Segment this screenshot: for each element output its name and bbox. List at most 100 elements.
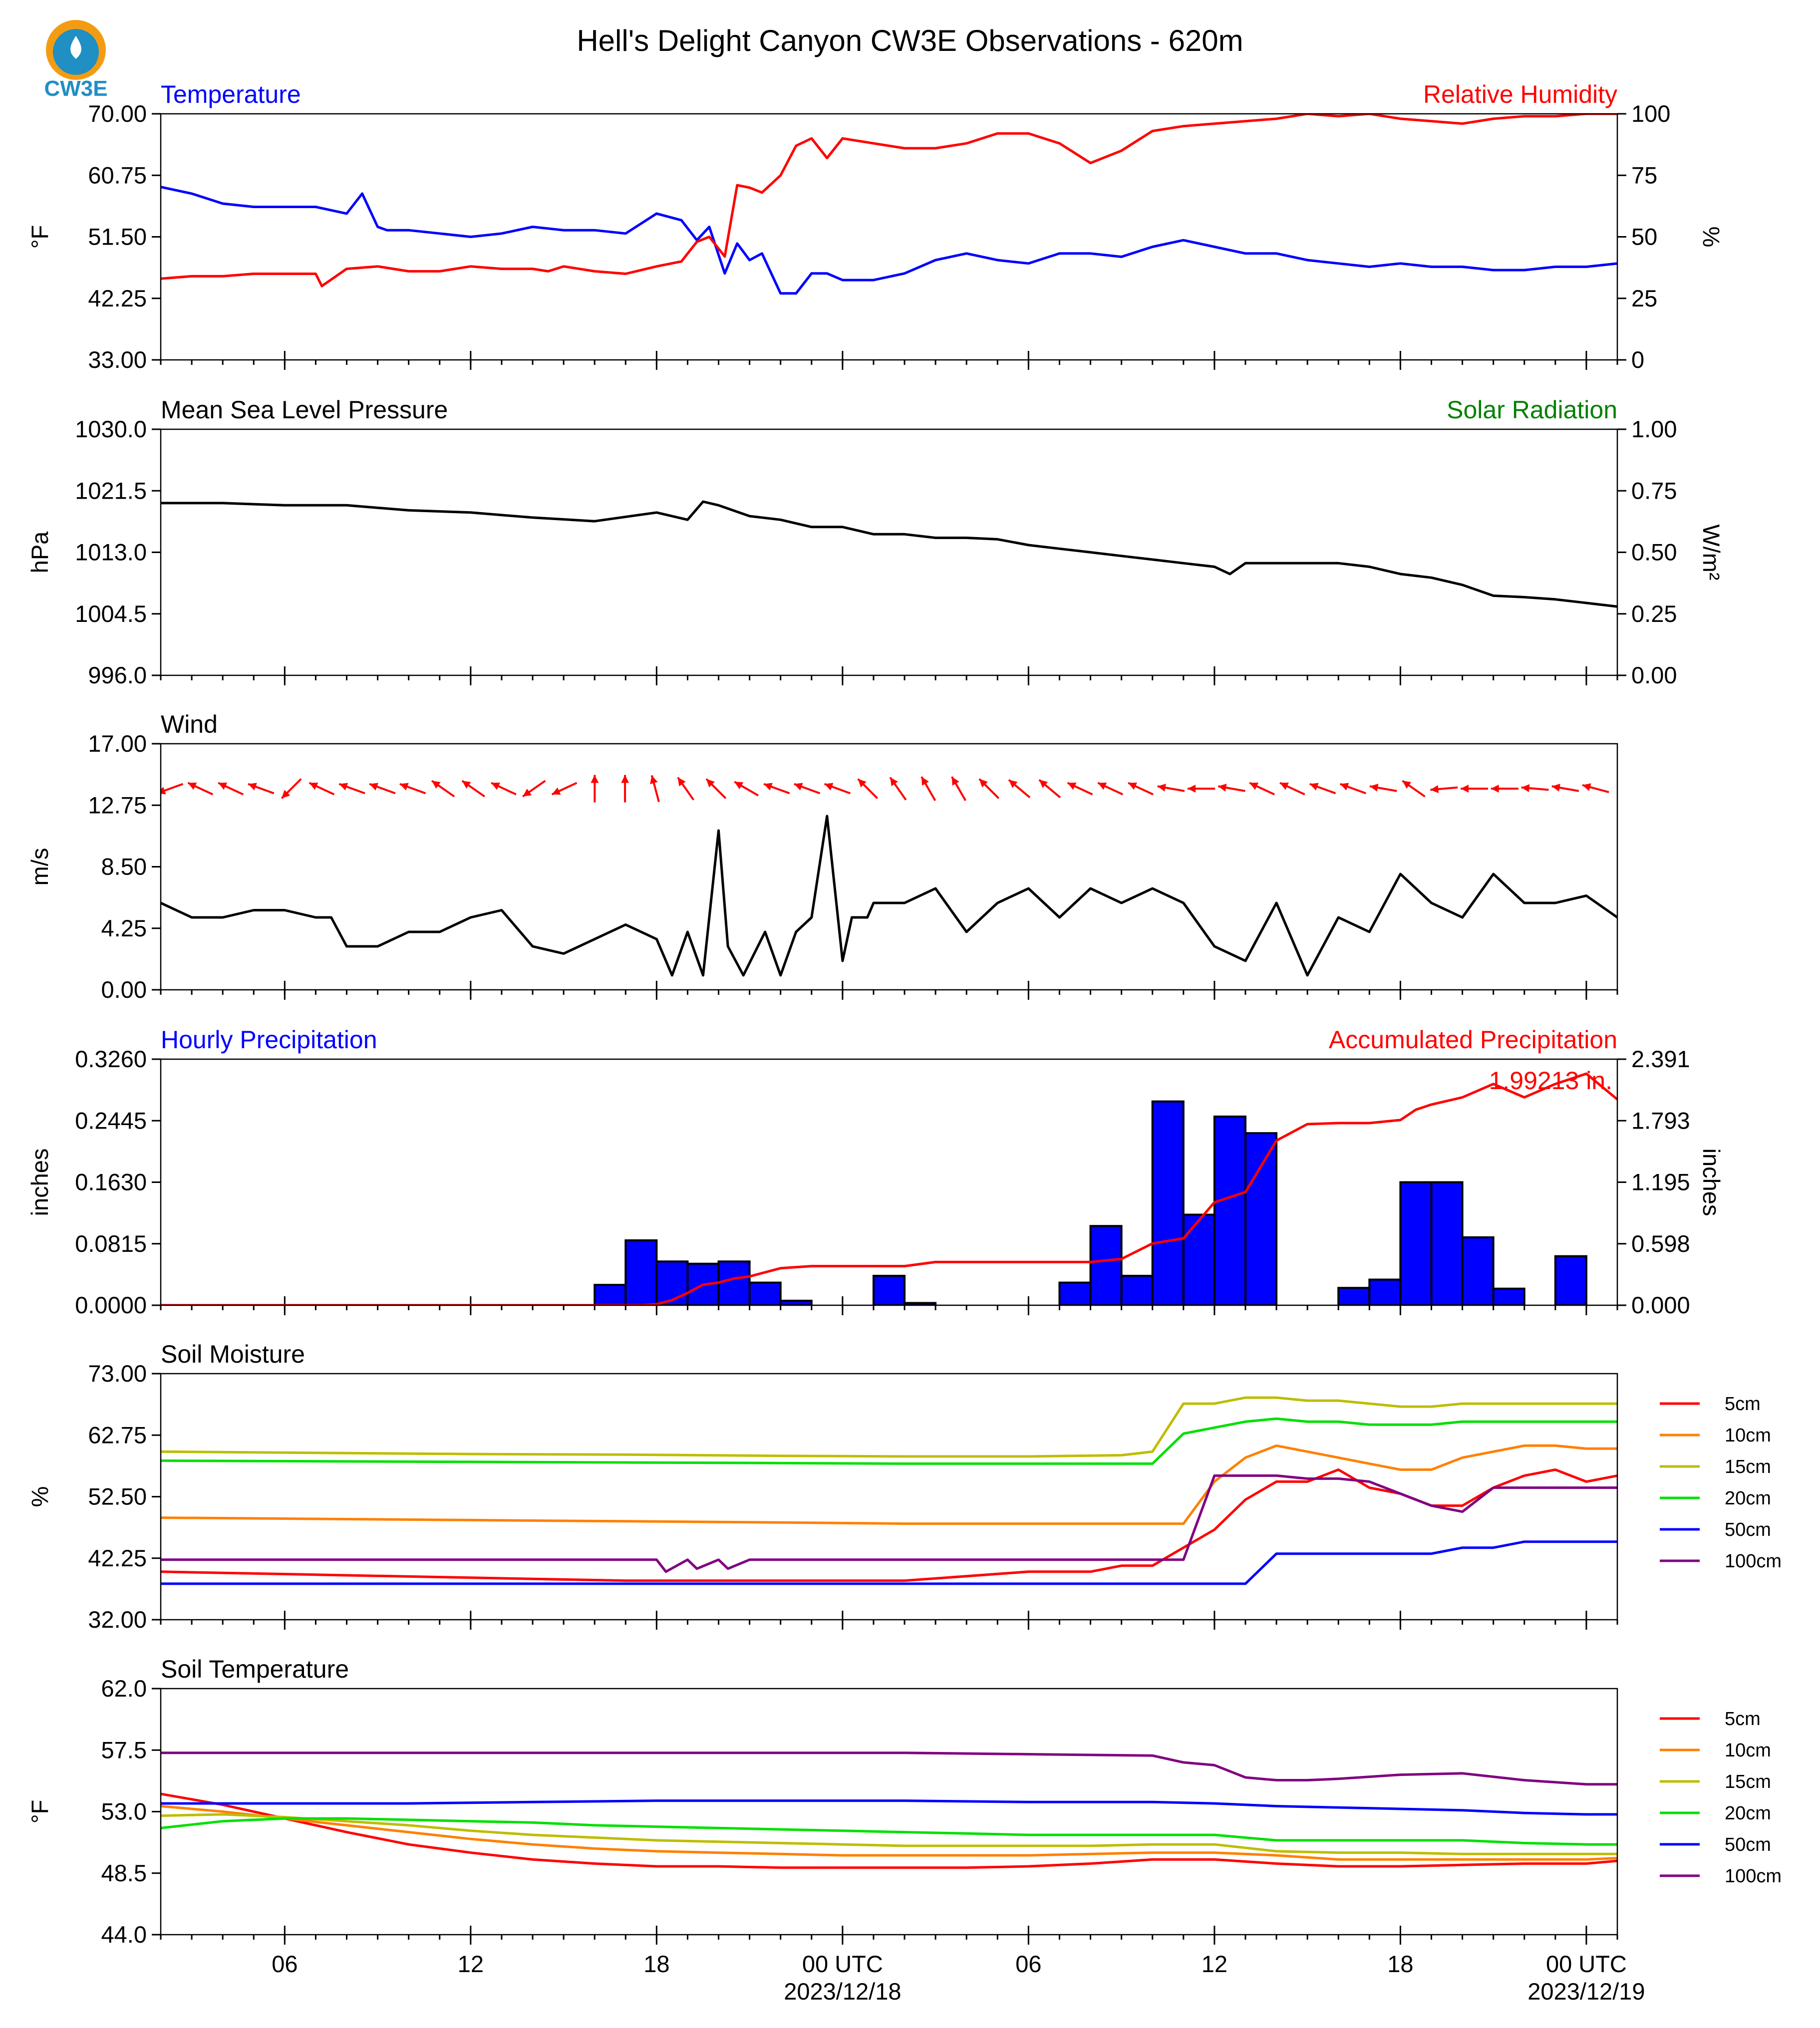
precip-bar <box>1461 1236 1495 1305</box>
precip-bar <box>1151 1100 1185 1305</box>
wind-arrow-head <box>432 781 441 789</box>
y-tick-label: 32.00 <box>88 1606 147 1633</box>
series-line-5cm <box>161 1792 1617 1869</box>
plot-area <box>161 114 1617 295</box>
wind-arrow-head <box>491 782 500 790</box>
wind-arrow <box>551 782 578 796</box>
y-tick-label-right: 0.75 <box>1631 477 1677 504</box>
panel-title-left: Soil Temperature <box>161 1655 349 1683</box>
wind-arrow-head <box>552 787 561 795</box>
wind-arrow <box>621 775 629 803</box>
y-tick-label: 1013.0 <box>75 539 147 566</box>
y-tick-label: 73.00 <box>88 1360 147 1387</box>
y-tick-label-right: 0.00 <box>1631 662 1677 688</box>
y-tick-label-right: 0.598 <box>1631 1230 1690 1257</box>
wind-arrow <box>650 775 660 803</box>
precip-bar <box>1244 1132 1278 1305</box>
legend-label: 10cm <box>1725 1740 1771 1761</box>
wind-arrow-head <box>462 781 471 789</box>
wind-arrow-head <box>1067 782 1077 790</box>
wind-arrow <box>1460 785 1488 793</box>
precip-bar <box>1554 1255 1587 1305</box>
wind-arrow-head <box>218 782 228 790</box>
series-line-20cm <box>161 1817 1617 1846</box>
plot-frame <box>160 1058 1618 1306</box>
wind-arrow-head <box>1370 784 1379 792</box>
y-tick-label: 8.50 <box>101 854 147 880</box>
y-tick-label: 51.50 <box>88 224 147 250</box>
y-tick-label-right: 2.391 <box>1631 1046 1690 1072</box>
y-tick-label: 1030.0 <box>75 416 147 442</box>
x-tick-label: 12 <box>1202 1951 1227 1977</box>
precip-bar <box>624 1239 658 1305</box>
y-tick-label: 53.0 <box>101 1798 147 1825</box>
cw3e-logo: CW3E <box>44 20 108 101</box>
series-line-20cm <box>161 1417 1617 1465</box>
wind-arrow <box>1067 782 1093 796</box>
precip-bar <box>748 1281 782 1305</box>
plot-frame <box>160 743 1618 991</box>
y-tick-label-right: 1.793 <box>1631 1107 1690 1134</box>
panel-title-left: Wind <box>161 710 218 738</box>
wind-arrow-head <box>621 775 629 783</box>
accumulated-precip-annotation: 1.99213 in. <box>1489 1067 1612 1095</box>
series-line-temperature <box>161 186 1617 295</box>
y-axis-label: hPa <box>26 531 53 573</box>
series-line-10cm <box>161 1444 1617 1525</box>
x-tick-label: 06 <box>1015 1951 1041 1977</box>
y-tick-label-right: 75 <box>1631 162 1657 188</box>
panel-4: Soil Moisture 73.00 62.75 52.50 42.25 32.00% 5… <box>26 1340 1782 1633</box>
series-line-relative-humidity <box>161 114 1617 288</box>
wind-arrow <box>218 782 244 796</box>
plot-frame <box>160 113 1618 361</box>
series-line-100cm <box>161 1751 1617 1786</box>
y-tick-label: 57.5 <box>101 1737 147 1763</box>
y-tick-label-right: 25 <box>1631 285 1657 311</box>
legend-label: 20cm <box>1725 1488 1771 1509</box>
wind-arrow-head <box>399 783 409 791</box>
y-axis-label: °F <box>26 1800 53 1824</box>
wind-arrow-head <box>764 783 773 791</box>
legend-label: 15cm <box>1725 1456 1771 1477</box>
wind-arrow-head <box>1461 785 1469 793</box>
wind-arrow-head <box>1582 783 1591 791</box>
wind-arrow <box>1279 782 1305 796</box>
y-tick-label-right: 50 <box>1631 224 1657 250</box>
wind-arrow-head <box>339 783 348 791</box>
wind-arrow-head <box>1430 785 1439 793</box>
wind-arrow-head <box>369 783 378 791</box>
wind-arrow-head <box>309 782 318 790</box>
wind-arrow <box>734 781 759 797</box>
wind-arrow <box>1369 784 1397 792</box>
y-tick-label: 17.00 <box>88 730 147 757</box>
wind-arrow <box>1339 783 1366 795</box>
wind-arrow <box>1157 784 1185 792</box>
panel-title-right: Solar Radiation <box>1447 396 1617 424</box>
plot-area <box>161 1396 1617 1585</box>
wind-arrow-head <box>282 790 291 799</box>
wind-arrow-head <box>1309 783 1319 791</box>
x-tick-label: 12 <box>458 1951 484 1977</box>
wind-arrow <box>1309 783 1336 795</box>
y-tick-label-right: 1.195 <box>1631 1169 1690 1195</box>
wind-arrow-head <box>161 787 166 795</box>
y-tick-label: 1021.5 <box>75 477 147 504</box>
y-tick-label: 33.00 <box>88 346 147 373</box>
panels: Temperature Relative Humidity 70.00 60.75 51… <box>26 80 1782 2005</box>
precip-bar <box>872 1275 906 1305</box>
precip-bar <box>655 1260 689 1305</box>
precip-bar <box>1089 1225 1123 1305</box>
y-tick-label-right: 0.25 <box>1631 600 1677 627</box>
wind-arrow <box>308 782 335 796</box>
x-tick-label: 06 <box>272 1951 298 1977</box>
wind-arrow-head <box>1128 782 1137 790</box>
wind-arrow <box>281 778 302 799</box>
precip-bar <box>1337 1287 1371 1305</box>
wind-arrow-head <box>591 775 599 783</box>
legend-label: 5cm <box>1725 1394 1761 1415</box>
y-tick-label: 42.25 <box>88 1545 147 1571</box>
series-line-5cm <box>161 1468 1617 1582</box>
series-line-15cm <box>161 1813 1617 1855</box>
x-tick-label: 18 <box>1387 1951 1413 1977</box>
wind-arrow-head <box>1098 782 1107 790</box>
